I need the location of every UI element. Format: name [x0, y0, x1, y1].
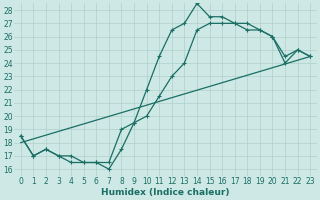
X-axis label: Humidex (Indice chaleur): Humidex (Indice chaleur): [101, 188, 230, 197]
